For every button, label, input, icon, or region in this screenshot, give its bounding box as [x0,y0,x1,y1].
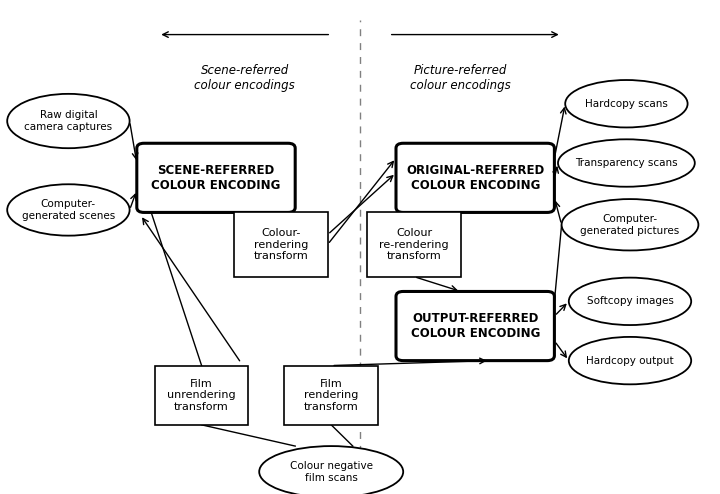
Text: Computer-
generated pictures: Computer- generated pictures [580,214,680,236]
Text: Colour
re-rendering
transform: Colour re-rendering transform [379,228,449,261]
FancyBboxPatch shape [137,143,295,212]
Text: Hardcopy scans: Hardcopy scans [585,99,668,109]
Text: Hardcopy output: Hardcopy output [586,356,674,366]
FancyBboxPatch shape [234,212,328,277]
Ellipse shape [7,184,130,236]
Text: Colour-
rendering
transform: Colour- rendering transform [253,228,308,261]
FancyBboxPatch shape [367,212,461,277]
FancyBboxPatch shape [284,366,378,425]
Text: SCENE-REFERRED
COLOUR ENCODING: SCENE-REFERRED COLOUR ENCODING [151,164,281,192]
Text: Transparency scans: Transparency scans [575,158,678,168]
Text: Film
unrendering
transform: Film unrendering transform [167,378,236,412]
Ellipse shape [562,199,698,250]
FancyBboxPatch shape [396,143,554,212]
Ellipse shape [259,446,403,494]
Text: Raw digital
camera captures: Raw digital camera captures [24,110,112,132]
Text: ORIGINAL-REFERRED
COLOUR ENCODING: ORIGINAL-REFERRED COLOUR ENCODING [406,164,544,192]
FancyBboxPatch shape [396,291,554,361]
Ellipse shape [565,80,688,127]
FancyBboxPatch shape [155,366,248,425]
Text: Colour negative
film scans: Colour negative film scans [289,461,373,483]
Text: Softcopy images: Softcopy images [587,296,673,306]
Ellipse shape [7,94,130,148]
Text: Scene-referred
colour encodings: Scene-referred colour encodings [194,64,295,92]
Text: Film
rendering
transform: Film rendering transform [304,378,359,412]
Text: Computer-
generated scenes: Computer- generated scenes [22,199,115,221]
Ellipse shape [558,139,695,187]
Text: Picture-referred
colour encodings: Picture-referred colour encodings [410,64,511,92]
Ellipse shape [569,278,691,325]
Text: OUTPUT-REFERRED
COLOUR ENCODING: OUTPUT-REFERRED COLOUR ENCODING [410,312,540,340]
Ellipse shape [569,337,691,384]
